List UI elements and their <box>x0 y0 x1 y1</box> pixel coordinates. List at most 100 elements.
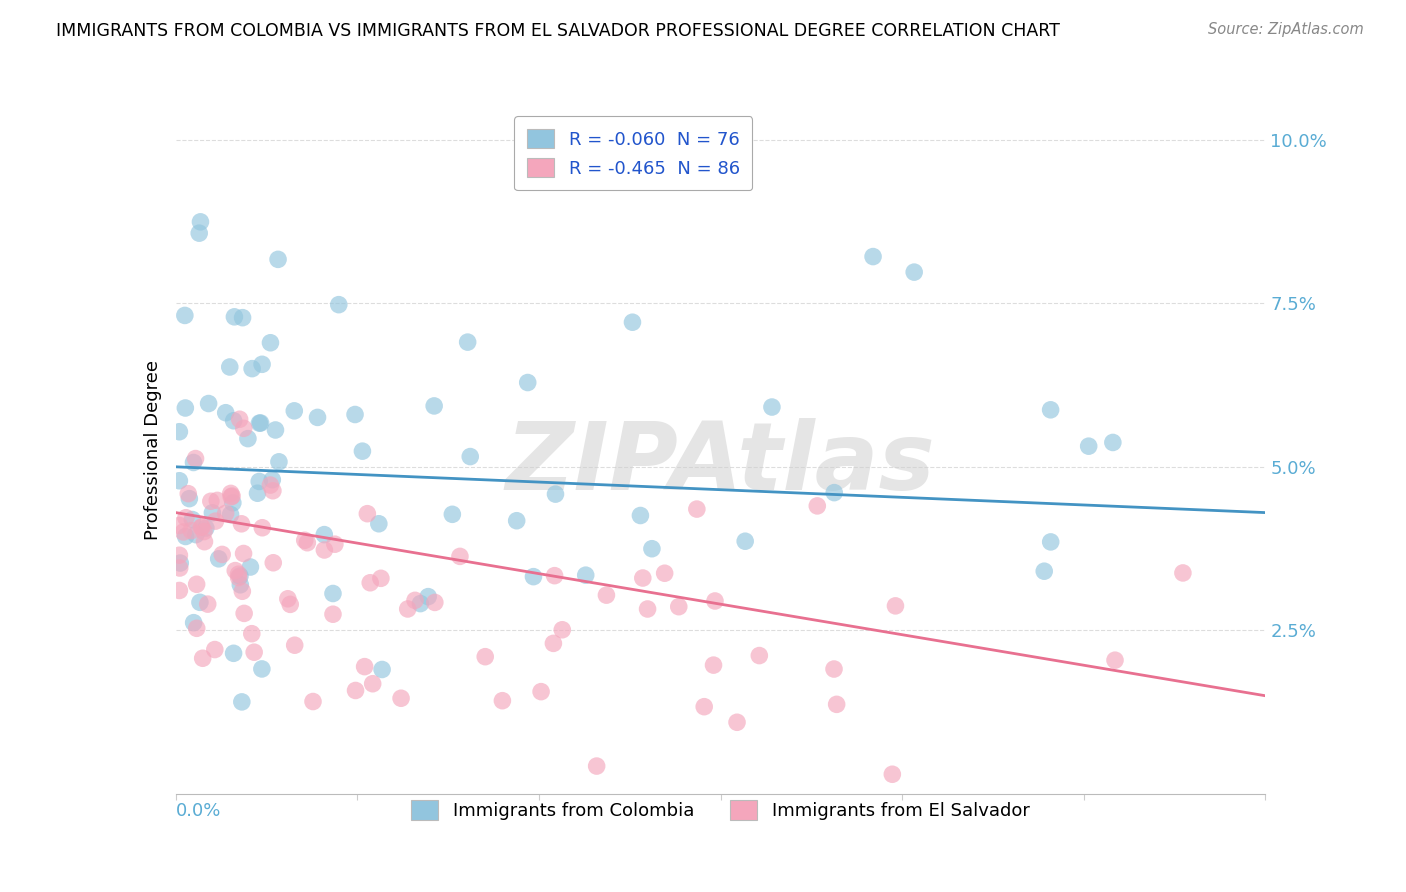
Point <box>516 376 538 390</box>
Point <box>297 535 319 549</box>
Point <box>252 521 274 535</box>
Point <box>641 541 664 556</box>
Point <box>222 414 245 428</box>
Point <box>353 659 375 673</box>
Point <box>823 485 845 500</box>
Point <box>882 767 904 781</box>
Text: 0.0%: 0.0% <box>176 802 221 820</box>
Point <box>823 662 845 676</box>
Point <box>530 684 553 698</box>
Point <box>543 636 565 650</box>
Point <box>183 455 205 469</box>
Point <box>862 250 884 264</box>
Point <box>575 568 598 582</box>
Point <box>418 590 440 604</box>
Point <box>243 645 266 659</box>
Point <box>491 694 513 708</box>
Text: IMMIGRANTS FROM COLOMBIA VS IMMIGRANTS FROM EL SALVADOR PROFESSIONAL DEGREE CORR: IMMIGRANTS FROM COLOMBIA VS IMMIGRANTS F… <box>56 22 1060 40</box>
Point <box>188 595 211 609</box>
Point <box>458 450 481 464</box>
Point <box>631 571 654 585</box>
Point <box>200 494 222 508</box>
Point <box>204 642 226 657</box>
Point <box>344 683 367 698</box>
Point <box>367 516 389 531</box>
Point <box>177 486 200 500</box>
Point <box>219 486 242 500</box>
Point <box>423 595 446 609</box>
Point <box>215 406 238 420</box>
Point <box>201 506 224 520</box>
Point <box>267 455 290 469</box>
Point <box>1039 402 1062 417</box>
Point <box>1039 535 1062 549</box>
Point <box>169 583 191 598</box>
Point <box>247 416 270 430</box>
Point <box>231 516 253 531</box>
Point <box>231 695 253 709</box>
Point <box>231 584 253 599</box>
Point <box>1033 564 1056 578</box>
Point <box>734 534 756 549</box>
Point <box>233 607 256 621</box>
Point <box>702 658 724 673</box>
Point <box>302 694 325 708</box>
Point <box>693 699 716 714</box>
Point <box>621 315 644 329</box>
Point <box>359 575 381 590</box>
Point <box>174 529 197 543</box>
Point <box>704 594 727 608</box>
Point <box>224 564 246 578</box>
Point <box>240 626 263 640</box>
Point <box>323 537 346 551</box>
Point <box>725 715 748 730</box>
Point <box>232 547 254 561</box>
Point <box>328 298 350 312</box>
Point <box>174 510 197 524</box>
Point <box>457 335 479 350</box>
Point <box>174 401 197 415</box>
Point <box>294 533 316 548</box>
Point <box>229 569 252 583</box>
Point <box>806 499 828 513</box>
Point <box>370 571 392 585</box>
Point <box>1104 653 1126 667</box>
Point <box>184 451 207 466</box>
Point <box>361 677 384 691</box>
Point <box>628 508 651 523</box>
Point <box>186 577 208 591</box>
Point <box>169 561 191 575</box>
Point <box>232 310 254 325</box>
Point <box>356 507 378 521</box>
Point <box>474 649 496 664</box>
Point <box>314 527 336 541</box>
Point <box>169 425 191 439</box>
Point <box>249 416 271 430</box>
Point <box>277 591 299 606</box>
Point <box>283 404 305 418</box>
Point <box>543 568 565 582</box>
Point <box>228 571 250 585</box>
Point <box>505 514 527 528</box>
Point <box>228 412 250 426</box>
Point <box>262 473 284 487</box>
Point <box>184 527 207 541</box>
Legend: Immigrants from Colombia, Immigrants from El Salvador: Immigrants from Colombia, Immigrants fro… <box>399 788 1042 833</box>
Point <box>761 400 783 414</box>
Point <box>169 548 191 562</box>
Point <box>371 663 394 677</box>
Point <box>197 597 219 611</box>
Point <box>585 759 607 773</box>
Point <box>224 310 246 324</box>
Point <box>278 598 301 612</box>
Point <box>219 508 242 522</box>
Point <box>190 520 212 534</box>
Point <box>250 662 273 676</box>
Point <box>314 543 336 558</box>
Point <box>262 556 284 570</box>
Point <box>232 421 254 435</box>
Point <box>389 691 412 706</box>
Point <box>441 508 464 522</box>
Point <box>551 623 574 637</box>
Point <box>172 524 194 539</box>
